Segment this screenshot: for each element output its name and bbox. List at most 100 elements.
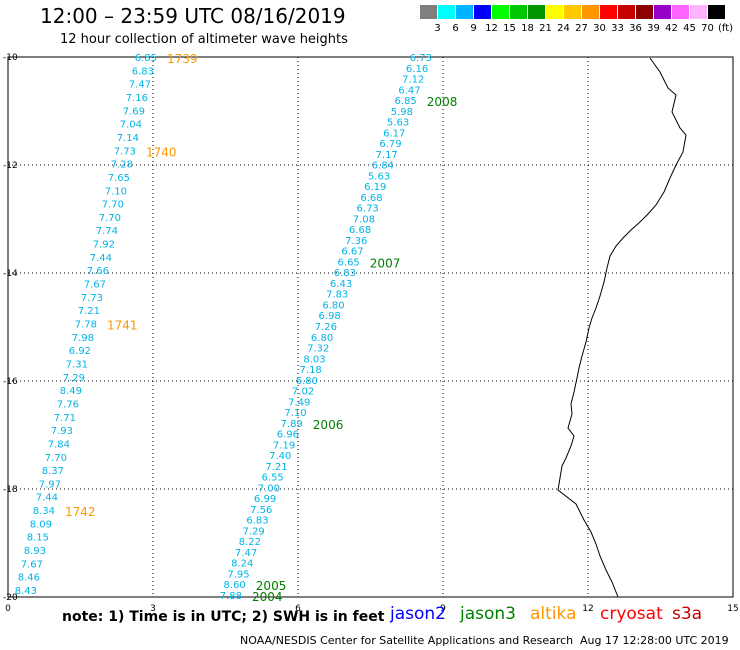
- wave-height-label: 7.47: [235, 548, 257, 559]
- lon-label: 15: [727, 604, 738, 614]
- wave-height-label: 7.78: [75, 320, 97, 331]
- scale-swatch: [618, 5, 635, 19]
- scale-label: 9: [470, 23, 477, 34]
- wave-height-label: 7.21: [78, 306, 100, 317]
- wave-height-label: 7.71: [54, 413, 76, 424]
- pass-number-label: 1739: [167, 52, 198, 66]
- wave-height-label: 8.37: [42, 466, 64, 477]
- scale-label: 18: [521, 23, 534, 34]
- lon-label: 12: [582, 604, 593, 614]
- generated-timestamp: Aug 17 12:28:00 UTC 2019: [580, 634, 729, 647]
- wave-height-label: 7.83: [326, 290, 348, 301]
- scale-swatch: [546, 5, 563, 19]
- wave-height-label: 7.14: [117, 133, 139, 144]
- scale-label: 30: [593, 23, 606, 34]
- lat-label: -12: [3, 161, 18, 171]
- scale-swatch: [528, 5, 545, 19]
- wave-height-label: 6.98: [319, 311, 341, 322]
- scale-swatch: [456, 5, 473, 19]
- wave-height-label: 6.43: [330, 279, 352, 290]
- wave-height-label: 8.09: [30, 519, 52, 530]
- wave-height-label: 7.44: [36, 493, 58, 504]
- scale-label: 70: [701, 23, 714, 34]
- pass-number-label: 1740: [146, 145, 177, 159]
- wave-height-label: 7.67: [21, 559, 43, 570]
- pass-number-label: 1742: [65, 505, 96, 519]
- scale-swatch: [420, 5, 437, 19]
- wave-height-label: 7.70: [99, 213, 121, 224]
- scale-label: 42: [665, 23, 678, 34]
- satellite-altika: altika: [530, 604, 577, 624]
- wave-height-label: 6.47: [398, 85, 420, 96]
- wave-height-label: 6.80: [311, 333, 333, 344]
- wave-height-label: 7.67: [84, 280, 106, 291]
- scale-swatch: [672, 5, 689, 19]
- pass-number-label: 2007: [370, 256, 401, 270]
- wave-height-label: 8.43: [15, 586, 37, 597]
- wave-height-label: 6.17: [383, 128, 405, 139]
- wave-height-label: 6.85: [135, 53, 157, 64]
- wave-height-label: 7.76: [57, 399, 79, 410]
- wave-height-label: 7.18: [300, 365, 322, 376]
- wave-height-label: 7.10: [284, 408, 306, 419]
- wave-height-label: 6.68: [360, 193, 382, 204]
- wave-height-label: 7.16: [126, 93, 148, 104]
- scale-label: 36: [629, 23, 642, 34]
- scale-swatch: [582, 5, 599, 19]
- wave-height-label: 8.15: [27, 533, 49, 544]
- wave-height-label: 5.98: [391, 107, 413, 118]
- wave-height-label: 7.21: [265, 462, 287, 473]
- scale-swatch: [510, 5, 527, 19]
- scale-label: 6: [452, 23, 459, 34]
- wave-height-label: 6.96: [277, 430, 299, 441]
- satellite-cryosat: cryosat: [600, 604, 663, 624]
- wave-height-label: 6.19: [364, 182, 386, 193]
- wave-height-label: 8.46: [18, 573, 40, 584]
- wave-height-label: 7.29: [243, 526, 265, 537]
- scale-label: 12: [485, 23, 498, 34]
- scale-label: 21: [539, 23, 552, 34]
- wave-height-label: 7.31: [66, 359, 88, 370]
- scale-label: 27: [575, 23, 588, 34]
- satellite-jason2: jason2: [390, 604, 446, 624]
- wave-height-label: 6.55: [262, 473, 284, 484]
- scale-label: 3: [434, 23, 441, 34]
- wave-height-label: 7.84: [48, 439, 70, 450]
- wave-height-label: 7.49: [288, 397, 310, 408]
- pass-number-label: 2004: [252, 590, 283, 604]
- wave-height-label: 7.04: [120, 120, 142, 131]
- lon-label: 9: [440, 604, 446, 614]
- wave-height-label: 7.26: [315, 322, 337, 333]
- wave-height-label: 7.70: [102, 200, 124, 211]
- wave-height-label: 8.93: [24, 546, 46, 557]
- scale-swatch: [654, 5, 671, 19]
- lon-label: 0: [5, 604, 11, 614]
- wave-height-label: 7.17: [376, 150, 398, 161]
- wave-height-label: 6.16: [406, 64, 428, 75]
- scale-label: 33: [611, 23, 624, 34]
- wave-height-label: 7.65: [108, 173, 130, 184]
- scale-label: 24: [557, 23, 570, 34]
- wave-height-label: 8.34: [33, 506, 55, 517]
- wave-height-label: 6.65: [338, 257, 360, 268]
- wave-height-label: 6.99: [254, 494, 276, 505]
- wave-height-label: 8.24: [231, 559, 253, 570]
- scale-swatch: [564, 5, 581, 19]
- wave-height-label: 8.49: [60, 386, 82, 397]
- wave-height-label: 7.74: [96, 226, 118, 237]
- wave-height-label: 6.73: [357, 204, 379, 215]
- wave-height-label: 6.80: [322, 300, 344, 311]
- wave-height-label: 7.66: [87, 266, 109, 277]
- wave-height-label: 7.19: [273, 440, 295, 451]
- wave-height-label: 6.83: [132, 66, 154, 77]
- wave-height-label: 7.92: [93, 240, 115, 251]
- scale-swatch: [600, 5, 617, 19]
- wave-height-label: 7.69: [123, 106, 145, 117]
- wave-height-label: 6.68: [349, 225, 371, 236]
- wave-height-label: 8.22: [239, 537, 261, 548]
- map-frame: [7, 56, 734, 598]
- wave-height-label: 7.93: [51, 426, 73, 437]
- coastline: [557, 57, 687, 598]
- wave-height-label: 6.92: [69, 346, 91, 357]
- wave-height-label: 7.95: [227, 569, 249, 580]
